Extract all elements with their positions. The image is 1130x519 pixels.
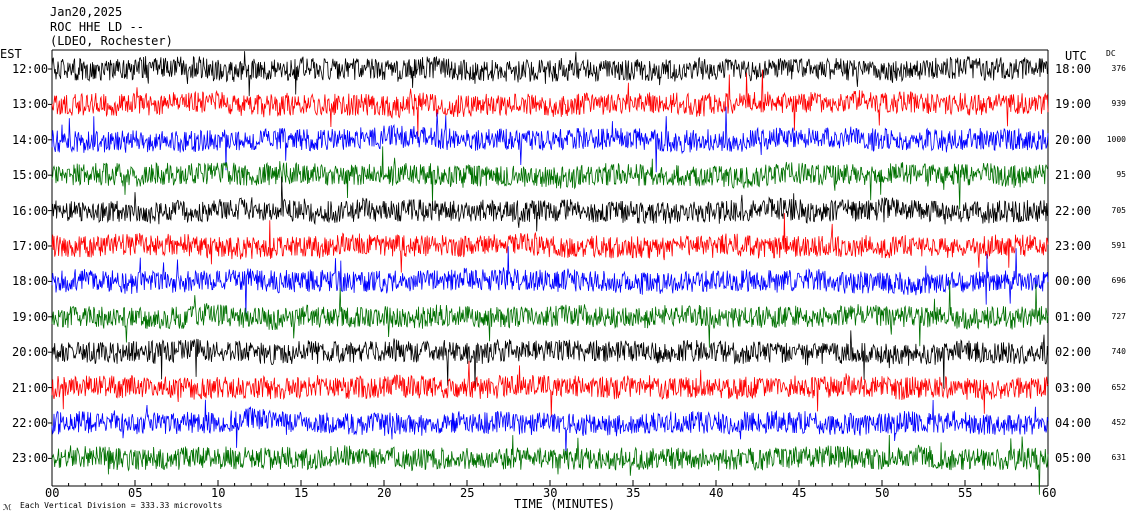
dc-value: 1000	[1106, 134, 1126, 144]
est-hour-label: 22:00	[12, 416, 49, 430]
dc-value: 727	[1111, 311, 1126, 321]
seismic-trace-1200	[51, 51, 1049, 97]
record-date: Jan20,2025	[50, 5, 123, 19]
est-hour-label: 19:00	[12, 309, 49, 324]
est-hour-label: 21:00	[12, 380, 49, 395]
dc-value: 705	[1111, 205, 1126, 215]
dc-column-label: DC	[1106, 49, 1116, 58]
vertical-scale-note: Each Vertical Division = 333.33 microvol…	[20, 501, 223, 510]
est-hour-label: 16:00	[12, 203, 49, 218]
seismic-trace-2100	[51, 360, 1049, 418]
x-tick-label: 20	[377, 486, 392, 500]
seismic-trace-1800	[51, 246, 1049, 318]
seismic-trace-1500	[51, 146, 1049, 210]
x-tick-label: 45	[792, 486, 807, 500]
est-hour-label: 14:00	[12, 132, 49, 147]
utc-hour-label: 02:00	[1055, 345, 1092, 360]
dc-value: 631	[1111, 453, 1126, 463]
left-timezone-label: EST	[0, 47, 22, 61]
x-axis-title: TIME (MINUTES)	[514, 497, 616, 511]
est-hour-label: 23:00	[12, 451, 49, 466]
dc-value: 452	[1111, 418, 1126, 427]
est-hour-label: 13:00	[12, 97, 49, 112]
est-hour-label: 15:00	[12, 168, 49, 183]
utc-hour-label: 22:00	[1055, 203, 1092, 218]
seismic-trace-1900	[51, 280, 1049, 348]
seismic-trace-2000	[51, 330, 1049, 389]
est-hour-label: 12:00	[12, 62, 49, 76]
x-tick-label: 60	[1042, 486, 1057, 500]
utc-hour-label: 20:00	[1055, 132, 1092, 147]
dc-value: 591	[1111, 241, 1126, 250]
utc-hour-label: 19:00	[1055, 97, 1092, 112]
seismic-trace-2300	[51, 434, 1049, 495]
right-timezone-label: UTC	[1065, 49, 1087, 63]
x-tick-label: 15	[294, 486, 309, 500]
dc-value: 652	[1111, 382, 1126, 392]
station-location: (LDEO, Rochester)	[50, 34, 173, 48]
est-hour-label: 17:00	[12, 239, 49, 253]
station-code: ROC HHE LD --	[50, 20, 144, 34]
utc-hour-label: 18:00	[1055, 62, 1092, 76]
est-hour-label: 20:00	[12, 345, 49, 360]
utc-hour-label: 21:00	[1055, 168, 1092, 183]
dc-value: 939	[1111, 99, 1126, 109]
x-tick-label: 35	[626, 486, 641, 500]
utc-hour-label: 00:00	[1055, 274, 1092, 289]
utc-hour-label: 04:00	[1055, 416, 1092, 430]
seismic-trace-1300	[51, 69, 1049, 137]
dc-value: 376	[1111, 64, 1126, 73]
seismic-trace-1600	[51, 176, 1049, 232]
x-tick-label: 55	[958, 486, 973, 500]
utc-hour-label: 03:00	[1055, 380, 1092, 395]
dc-value: 740	[1111, 347, 1126, 357]
utc-hour-label: 05:00	[1055, 451, 1092, 466]
x-tick-label: 10	[211, 486, 226, 500]
x-tick-label: 25	[460, 486, 475, 500]
dc-value: 696	[1111, 276, 1126, 286]
dc-value: 95	[1116, 170, 1126, 180]
seismic-trace-1400	[51, 106, 1049, 173]
x-tick-label: 30	[543, 486, 558, 500]
seismic-trace-2200	[51, 399, 1049, 455]
utc-hour-label: 23:00	[1055, 239, 1092, 253]
seismic-trace-1700	[51, 213, 1049, 273]
utc-hour-label: 01:00	[1055, 309, 1092, 324]
station-logo-icon: ℳ	[3, 503, 12, 512]
x-tick-label: 05	[128, 486, 143, 500]
x-tick-label: 40	[709, 486, 724, 500]
est-hour-label: 18:00	[12, 274, 49, 289]
x-tick-label: 50	[875, 486, 890, 500]
x-tick-label: 00	[45, 486, 60, 500]
